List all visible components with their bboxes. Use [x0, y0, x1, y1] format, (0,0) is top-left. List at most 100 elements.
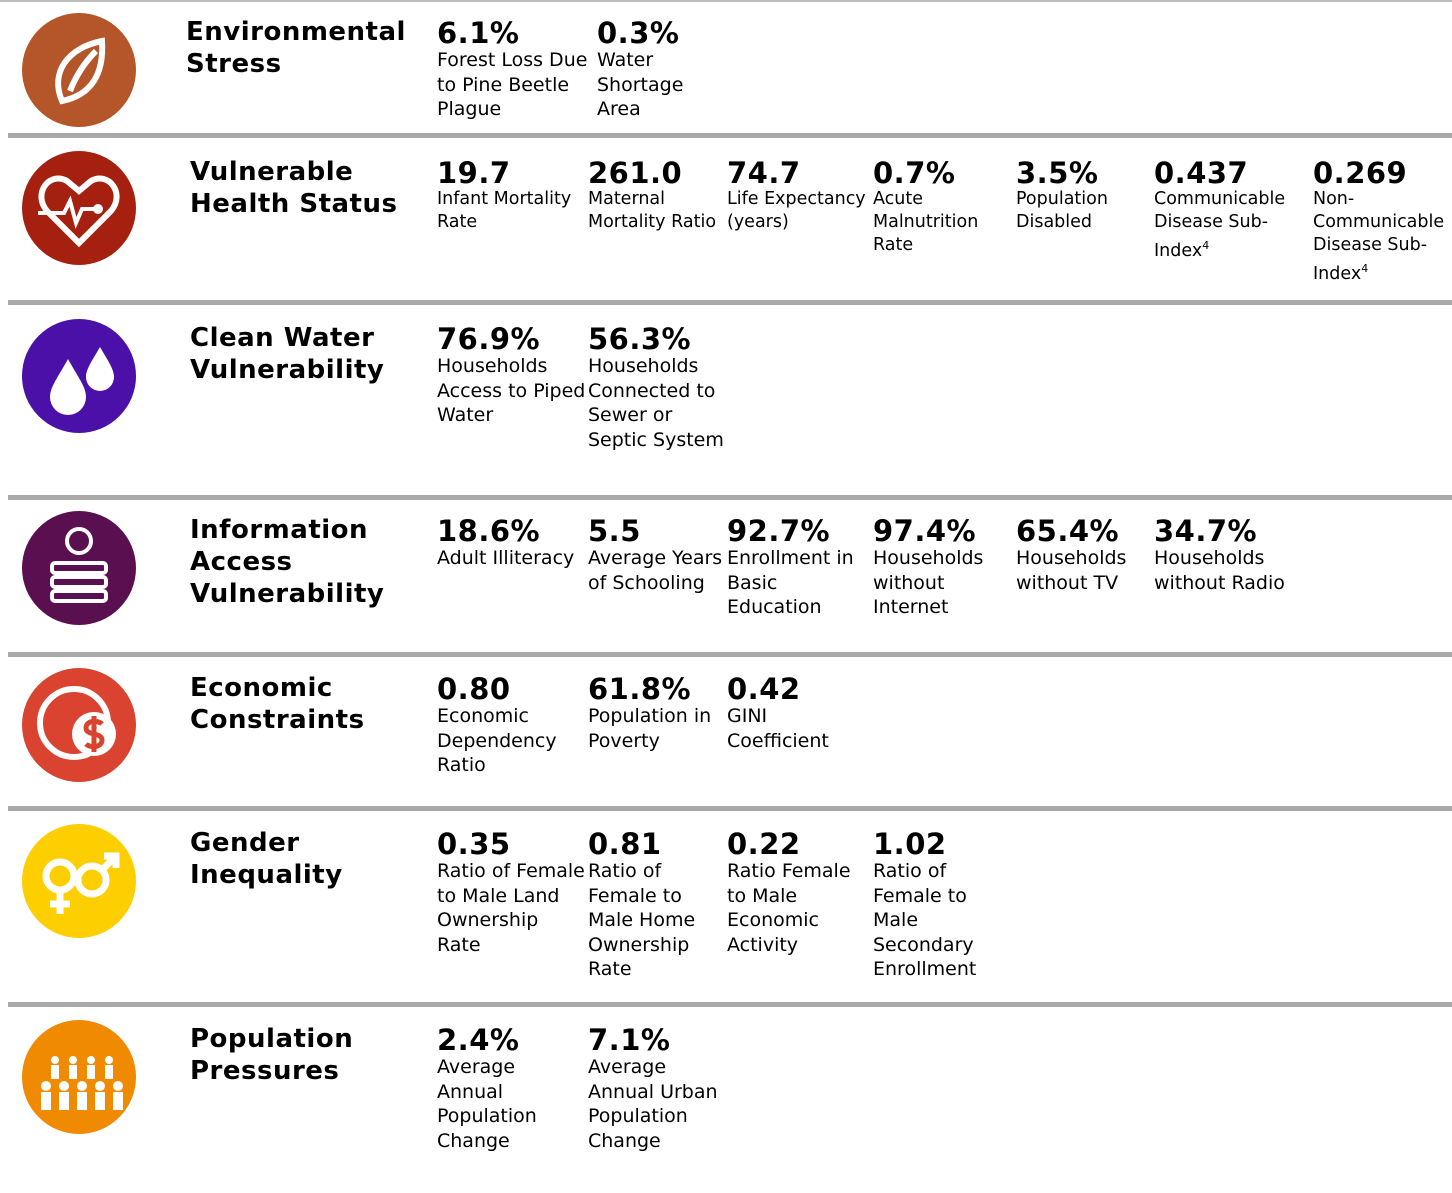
label-text: Households without TV: [1016, 547, 1127, 594]
economic-icon: [22, 668, 136, 782]
indicator: 92.7% Enrollment in Basic Education: [727, 516, 871, 620]
indicator-value: 0.437: [1154, 156, 1249, 190]
separator: [8, 300, 1452, 305]
indicator-label: Population in Poverty: [588, 704, 725, 753]
indicator-label: Average Annual Population Change: [437, 1055, 586, 1153]
label-text: Population Disabled: [1016, 189, 1108, 232]
label-text: Ratio of Female to Male Secondary Enroll…: [873, 860, 977, 980]
water-icon: [22, 319, 136, 433]
gender-icon: [22, 824, 136, 938]
indicator: 0.35 Ratio of Female to Male Land Ownersh…: [437, 829, 586, 957]
indicator-label: Ratio Female to Male Economic Activity: [727, 859, 871, 957]
label-text: Adult Illiteracy: [437, 547, 575, 569]
indicator: 6.1% Forest Loss Due to Pine Beetle Plagu…: [437, 18, 595, 122]
section-title: Gender Inequality: [190, 828, 343, 890]
label-text: Forest Loss Due to Pine Beetle Plague: [437, 49, 588, 120]
indicator-value: 18.6%: [437, 514, 541, 548]
indicator: 0.3% Water Shortage Area: [597, 18, 725, 122]
indicator: 19.7 Infant Mortality Rate: [437, 158, 586, 234]
indicator: 18.6% Adult Illiteracy: [437, 516, 586, 571]
information-icon: [22, 511, 136, 625]
indicator-value: 0.80: [437, 672, 511, 706]
indicator: 61.8% Population in Poverty: [588, 674, 725, 753]
indicator-label: GINI Coefficient: [727, 704, 871, 753]
label-text: Households without Radio: [1154, 547, 1285, 594]
indicator-value: 61.8%: [588, 672, 692, 706]
indicator-value: 2.4%: [437, 1023, 520, 1057]
section-title: Clean Water Vulnerability: [190, 323, 385, 385]
indicator: 34.7% Households without Radio: [1154, 516, 1311, 595]
indicator: 74.7 Life Expectancy (years): [727, 158, 871, 234]
indicator-label: Adult Illiteracy: [437, 546, 586, 571]
separator: [8, 806, 1452, 811]
indicator-value: 34.7%: [1154, 514, 1258, 548]
label-text: Ratio of Female to Male Land Ownership R…: [437, 860, 585, 956]
indicator-value: 7.1%: [588, 1023, 671, 1057]
indicator-value: 3.5%: [1016, 156, 1099, 190]
label-text: Population in Poverty: [588, 705, 712, 752]
indicator-label: Population Disabled: [1016, 188, 1152, 234]
indicator-label: Infant Mortality Rate: [437, 188, 586, 234]
separator: [8, 133, 1452, 138]
label-text: Enrollment in Basic Education: [727, 547, 854, 618]
indicator: 0.437 Communicable Disease Sub-Index4: [1154, 158, 1311, 263]
indicator-value: 76.9%: [437, 322, 541, 356]
indicator-value: 0.269: [1313, 156, 1408, 190]
indicator-value: 6.1%: [437, 16, 520, 50]
indicator-label: Households without Internet: [873, 546, 1014, 620]
population-icon: [22, 1020, 136, 1134]
indicator-label: Average Annual Urban Population Change: [588, 1055, 725, 1153]
top-rule: [0, 0, 1452, 2]
indicator-label: Households Access to Piped Water: [437, 354, 586, 428]
indicator: 2.4% Average Annual Population Change: [437, 1025, 586, 1153]
section-title: Vulnerable Health Status: [190, 157, 398, 219]
indicator-label: Forest Loss Due to Pine Beetle Plague: [437, 48, 595, 122]
label-text: Infant Mortality Rate: [437, 189, 572, 232]
label-text: Maternal Mortality Ratio: [588, 189, 717, 232]
label-text: Water Shortage Area: [597, 49, 684, 120]
indicator: 0.80 Economic Dependency Ratio: [437, 674, 586, 778]
indicator: 5.5 Average Years of Schooling: [588, 516, 725, 595]
indicator: 0.22 Ratio Female to Male Economic Activi…: [727, 829, 871, 957]
indicator-value: 0.3%: [597, 16, 680, 50]
indicator-label: Economic Dependency Ratio: [437, 704, 586, 778]
indicator-label: Average Years of Schooling: [588, 546, 725, 595]
indicator: 1.02 Ratio of Female to Male Secondary En…: [873, 829, 1014, 982]
indicator-value: 19.7: [437, 156, 511, 190]
indicator-label: Water Shortage Area: [597, 48, 725, 122]
indicator: 0.7% Acute Malnutrition Rate: [873, 158, 1014, 257]
leaf-icon: [22, 13, 136, 127]
label-text: Average Years of Schooling: [588, 547, 723, 594]
separator: [8, 1002, 1452, 1007]
indicator-label: Acute Malnutrition Rate: [873, 188, 1014, 257]
indicator-label: Non-Communicable Disease Sub-Index4: [1313, 188, 1452, 286]
indicator: 7.1% Average Annual Urban Population Chan…: [588, 1025, 725, 1153]
indicator-label: Households without TV: [1016, 546, 1152, 595]
label-text: Life Expectancy (years): [727, 189, 866, 232]
indicator-value: 5.5: [588, 514, 641, 548]
label-text: Average Annual Population Change: [437, 1056, 537, 1152]
indicator-label: Households without Radio: [1154, 546, 1311, 595]
indicator: 76.9% Households Access to Piped Water: [437, 324, 586, 428]
indicator-label: Ratio of Female to Male Home Ownership R…: [588, 859, 725, 982]
label-text: Acute Malnutrition Rate: [873, 189, 979, 255]
indicator: 65.4% Households without TV: [1016, 516, 1152, 595]
indicator-value: 92.7%: [727, 514, 831, 548]
indicator-value: 0.42: [727, 672, 801, 706]
indicator-value: 97.4%: [873, 514, 977, 548]
label-text: Economic Dependency Ratio: [437, 705, 557, 776]
section-title: Information Access Vulnerability: [190, 515, 385, 609]
indicator-label: Communicable Disease Sub-Index4: [1154, 188, 1311, 263]
indicator: 0.81 Ratio of Female to Male Home Ownersh…: [588, 829, 725, 982]
footnote: 4: [1361, 262, 1369, 275]
separator: [8, 652, 1452, 657]
indicator-value: 0.35: [437, 827, 511, 861]
section-title: Environmental Stress: [186, 17, 406, 79]
indicator-label: Ratio of Female to Male Land Ownership R…: [437, 859, 586, 957]
label-text: Ratio of Female to Male Home Ownership R…: [588, 860, 696, 980]
indicator-value: 0.22: [727, 827, 801, 861]
indicator-value: 0.81: [588, 827, 662, 861]
indicator-value: 261.0: [588, 156, 683, 190]
separator: [8, 495, 1452, 500]
